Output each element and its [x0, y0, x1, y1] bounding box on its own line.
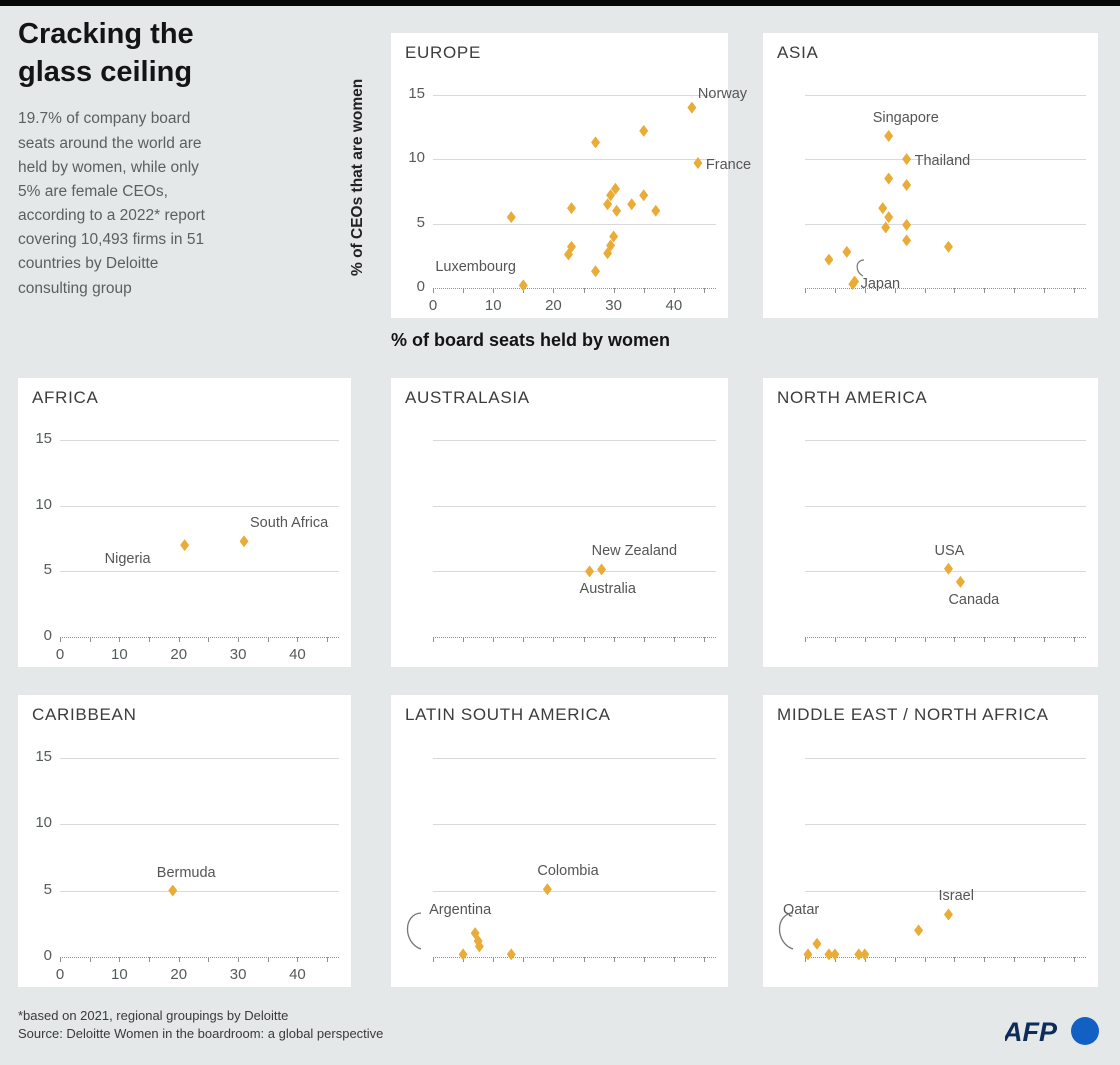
- svg-text:AFP: AFP: [1005, 1017, 1058, 1047]
